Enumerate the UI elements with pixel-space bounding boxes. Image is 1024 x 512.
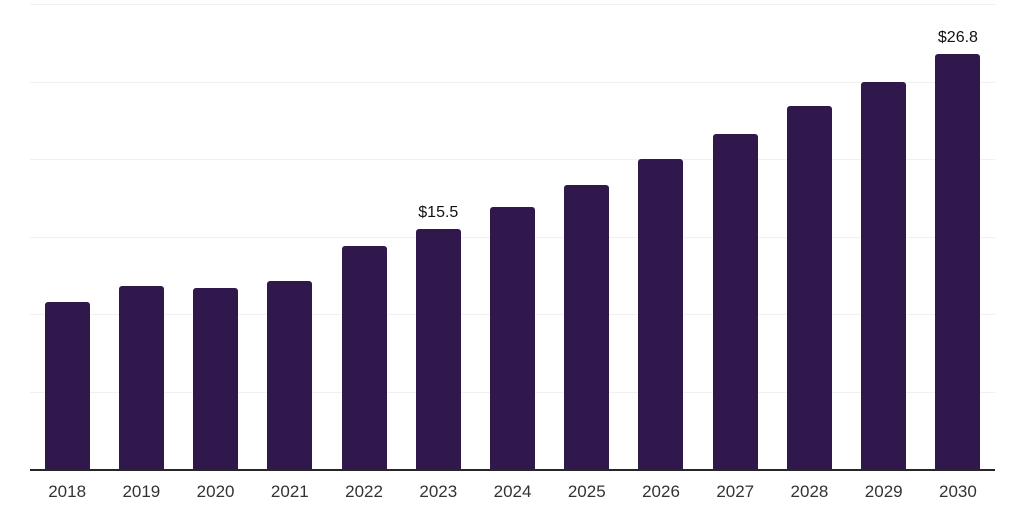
bar-2024 xyxy=(490,207,536,469)
bar-2025 xyxy=(564,185,610,469)
value-label-2023: $15.5 xyxy=(418,203,459,221)
bar-cell-2019 xyxy=(104,4,178,469)
bar-cell-2024 xyxy=(475,4,549,469)
bar-2022 xyxy=(341,245,387,469)
bar-2029 xyxy=(861,81,907,469)
bar-2023 xyxy=(415,228,461,469)
bar-2019 xyxy=(118,286,164,469)
x-axis-labels: 2018 2019 2020 2021 2022 2023 2024 2025 2026 2027… xyxy=(30,482,995,502)
x-label-2030: 2030 xyxy=(939,482,977,501)
x-label-2022: 2022 xyxy=(345,482,383,501)
x-label-2026: 2026 xyxy=(642,482,680,501)
x-label-2029: 2029 xyxy=(864,482,903,501)
bar-2027 xyxy=(712,134,758,469)
bar-2020 xyxy=(193,287,239,469)
gridline-25 xyxy=(30,81,995,83)
x-axis-line xyxy=(30,469,995,471)
bar-2030 xyxy=(935,53,981,469)
bar-cell-2027 xyxy=(698,4,772,469)
gridline-20 xyxy=(30,159,995,160)
bar-cell-2029 xyxy=(847,4,921,469)
plot-area: $15.5 $26.8 xyxy=(30,4,995,471)
x-label-2027: 2027 xyxy=(716,482,755,501)
x-label-2021: 2021 xyxy=(270,482,309,501)
bar-cell-2025 xyxy=(550,4,624,469)
bar-cell-2023: $15.5 xyxy=(401,4,475,469)
x-label-2019: 2019 xyxy=(122,482,161,501)
bar-cell-2020 xyxy=(178,4,252,469)
bar-2021 xyxy=(267,281,313,469)
bar-2028 xyxy=(786,106,832,469)
bar-cell-2030: $26.8 xyxy=(921,4,995,469)
x-label-2023: 2023 xyxy=(419,482,458,501)
bars: $15.5 $26.8 xyxy=(30,4,995,469)
bar-2018 xyxy=(44,301,90,469)
gridline-30 xyxy=(30,4,995,5)
bar-cell-2026 xyxy=(624,4,698,469)
x-label-2024: 2024 xyxy=(493,482,532,501)
x-label-2020: 2020 xyxy=(196,482,235,501)
x-label-2028: 2028 xyxy=(790,482,829,501)
x-label-2018: 2018 xyxy=(48,482,87,501)
bar-cell-2028 xyxy=(772,4,846,469)
bar-cell-2018 xyxy=(30,4,104,469)
value-label-2030: $26.8 xyxy=(937,28,978,46)
bar-cell-2021 xyxy=(253,4,327,469)
x-label-2025: 2025 xyxy=(567,482,606,501)
bar-cell-2022 xyxy=(327,4,401,469)
bar-2026 xyxy=(638,159,684,469)
